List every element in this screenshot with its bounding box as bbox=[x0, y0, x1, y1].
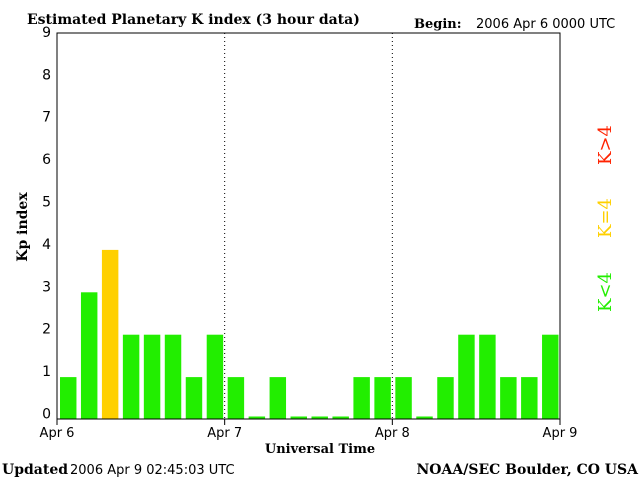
x-tick-label: Apr 7 bbox=[207, 426, 242, 441]
begin-value: 2006 Apr 6 0000 UTC bbox=[476, 17, 615, 32]
kp-bar bbox=[500, 377, 517, 420]
y-tick-label: 8 bbox=[42, 67, 51, 83]
y-tick-label: 6 bbox=[42, 152, 51, 168]
plot-frame bbox=[56, 32, 561, 420]
updated-value: 2006 Apr 9 02:45:03 UTC bbox=[70, 463, 235, 478]
kp-bar bbox=[164, 334, 182, 420]
y-tick-label: 4 bbox=[42, 237, 51, 253]
source-credit: NOAA/SEC Boulder, CO USA bbox=[417, 462, 640, 478]
kp-bar bbox=[227, 377, 245, 420]
kp-bar bbox=[458, 334, 475, 420]
y-axis-label: Kp index bbox=[15, 192, 31, 262]
kp-bar bbox=[374, 377, 391, 420]
kp-bar bbox=[395, 377, 412, 420]
legend-k-equal: K=4 bbox=[595, 198, 616, 238]
kp-bar bbox=[416, 416, 433, 420]
y-tick-label: 2 bbox=[42, 322, 51, 338]
updated-label: Updated bbox=[2, 462, 68, 478]
y-tick-label: 0 bbox=[42, 407, 51, 423]
y-tick-label: 5 bbox=[42, 195, 51, 211]
kp-bar bbox=[60, 377, 77, 420]
x-axis-label: Universal Time bbox=[265, 442, 375, 457]
kp-bar bbox=[206, 334, 224, 420]
legend-k-low: K<4 bbox=[595, 272, 616, 312]
kp-bar bbox=[143, 334, 161, 420]
kp-bar bbox=[521, 377, 538, 420]
kp-bar bbox=[122, 334, 140, 420]
chart-title: Estimated Planetary K index (3 hour data… bbox=[27, 12, 360, 28]
x-tick-label: Apr 9 bbox=[543, 426, 578, 441]
kp-bar bbox=[185, 377, 203, 420]
kp-bar bbox=[479, 334, 496, 420]
kp-bar bbox=[269, 377, 287, 420]
y-tick-label: 9 bbox=[42, 25, 51, 41]
kp-bar bbox=[542, 334, 559, 420]
kp-bar bbox=[80, 292, 98, 420]
y-tick-label: 1 bbox=[42, 364, 51, 380]
legend-k-high: K>4 bbox=[595, 125, 616, 165]
x-tick-label: Apr 8 bbox=[375, 426, 410, 441]
y-tick-label: 3 bbox=[42, 279, 51, 295]
kp-bar bbox=[101, 249, 119, 420]
kp-bar bbox=[353, 377, 370, 420]
kp-bar bbox=[290, 416, 307, 420]
kp-bar bbox=[437, 377, 454, 420]
y-tick-label: 7 bbox=[42, 110, 51, 126]
begin-label: Begin: bbox=[414, 17, 462, 32]
kp-bar bbox=[248, 416, 266, 420]
x-tick-label: Apr 6 bbox=[40, 426, 75, 441]
kp-bar bbox=[311, 416, 328, 420]
kp-bar bbox=[332, 416, 349, 420]
